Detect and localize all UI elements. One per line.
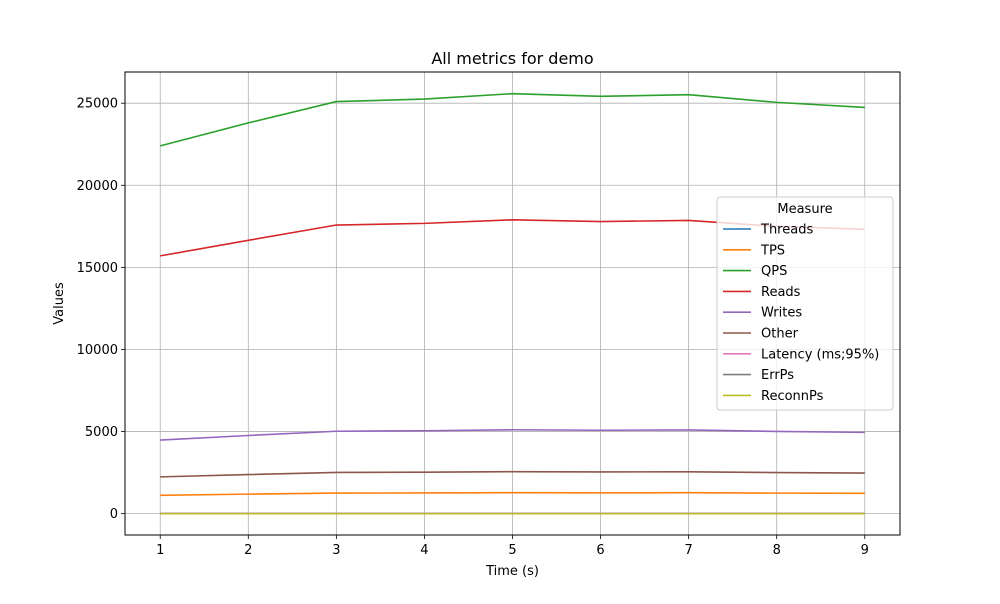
legend-label: Latency (ms;95%) — [761, 347, 879, 362]
y-tick-label: 15000 — [77, 261, 118, 276]
legend-title: Measure — [777, 202, 832, 217]
y-tick-label: 25000 — [77, 97, 118, 112]
legend-label: TPS — [760, 243, 785, 258]
x-tick-label: 5 — [508, 543, 516, 558]
legend-label: ReconnPs — [761, 389, 824, 404]
x-tick-label: 4 — [420, 543, 428, 558]
legend-label: Other — [761, 327, 799, 342]
y-tick-label: 0 — [110, 507, 118, 522]
legend-label: Threads — [760, 223, 813, 238]
legend: Measure Threads TPS QPS Reads Writes Other Lat… — [717, 197, 893, 410]
x-tick-label: 8 — [773, 543, 781, 558]
y-axis-label: Values — [52, 282, 67, 325]
y-tick-label: 10000 — [77, 343, 118, 358]
legend-label: Writes — [761, 306, 802, 321]
x-tick-label: 3 — [332, 543, 340, 558]
x-tick-label: 7 — [684, 543, 692, 558]
legend-label: QPS — [761, 264, 787, 279]
y-tick-label: 5000 — [85, 425, 118, 440]
x-tick-label: 9 — [861, 543, 869, 558]
y-tick-label: 20000 — [77, 179, 118, 194]
x-axis-label: Time (s) — [485, 564, 539, 579]
x-tick-label: 2 — [244, 543, 252, 558]
legend-label: Reads — [761, 285, 801, 300]
x-tick-label: 1 — [156, 543, 164, 558]
legend-label: ErrPs — [761, 368, 794, 383]
chart-title: All metrics for demo — [431, 49, 593, 68]
x-tick-label: 6 — [596, 543, 604, 558]
